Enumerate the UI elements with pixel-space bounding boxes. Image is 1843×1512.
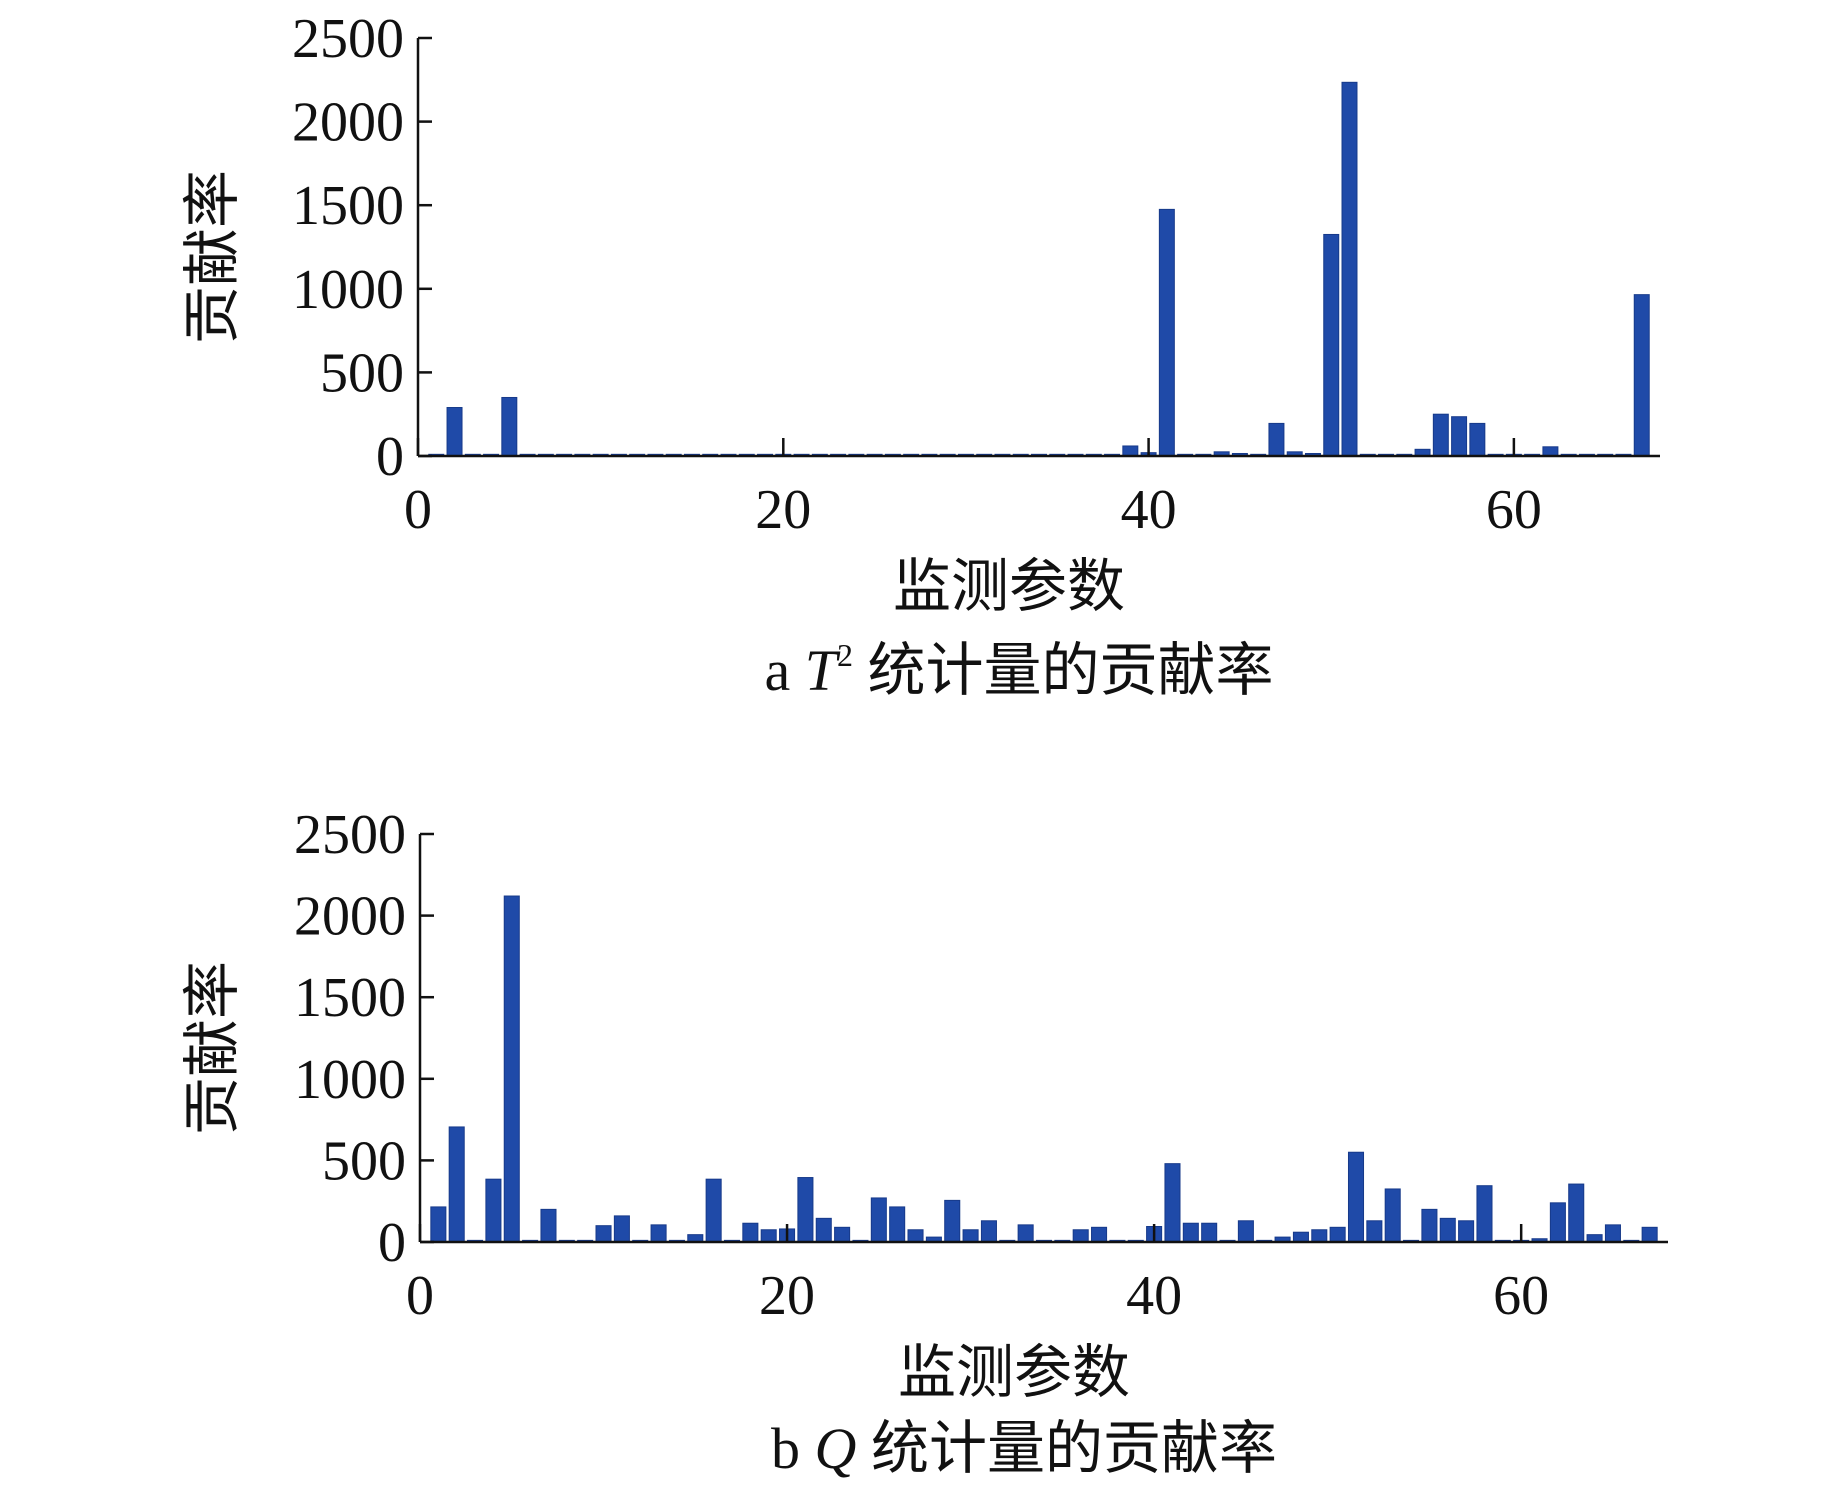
bar-b-30 bbox=[962, 1229, 979, 1243]
caption-b: b Q 统计量的贡献率 bbox=[771, 1416, 1277, 1481]
chart-panel-a: 0 500 1000 1500 2000 2500 0 20 40 60 监测参数 贡献率 a T2 统… bbox=[178, 8, 1660, 703]
bar-b-49 bbox=[1311, 1229, 1328, 1243]
x-axis-title: 监测参数 bbox=[898, 1338, 1130, 1406]
bar-b-19 bbox=[760, 1229, 777, 1243]
y-tick-label: 1000 bbox=[292, 259, 404, 321]
bar-b-50 bbox=[1329, 1226, 1346, 1243]
x-tick-label: 40 bbox=[1121, 479, 1177, 541]
y-tick-label: 0 bbox=[376, 426, 404, 488]
x-tick-label: 60 bbox=[1486, 479, 1542, 541]
bar-b-22 bbox=[815, 1217, 832, 1243]
bar-b-31 bbox=[980, 1220, 997, 1243]
y-axis-title: 贡献率 bbox=[178, 170, 246, 344]
caption-text: 统计量的贡献率 bbox=[853, 638, 1274, 703]
y-tick-label: 2000 bbox=[294, 886, 406, 948]
chart-panel-b: 0 500 1000 1500 2000 2500 0 20 40 60 监测参数 贡献率 b Q 统计… bbox=[178, 804, 1668, 1481]
bar-a-57 bbox=[1451, 416, 1468, 457]
y-tick-label: 500 bbox=[322, 1130, 406, 1192]
caption-variable: Q bbox=[815, 1416, 857, 1481]
bar-b-43 bbox=[1201, 1222, 1218, 1243]
bar-b-1 bbox=[430, 1206, 447, 1243]
x-tick-label: 20 bbox=[755, 479, 811, 541]
x-axis-title: 监测参数 bbox=[893, 552, 1125, 620]
bar-b-51 bbox=[1347, 1151, 1365, 1243]
bar-b-16 bbox=[705, 1178, 722, 1243]
bar-b-53 bbox=[1384, 1188, 1401, 1243]
bar-b-42 bbox=[1182, 1222, 1199, 1243]
bar-a-39 bbox=[1122, 445, 1139, 457]
bar-b-2 bbox=[448, 1126, 465, 1243]
bar-a-41 bbox=[1158, 208, 1175, 457]
bar-b-21 bbox=[797, 1177, 814, 1243]
y-tick-label: 2500 bbox=[292, 8, 404, 70]
x-tick-label: 20 bbox=[759, 1265, 815, 1327]
bar-a-2 bbox=[446, 407, 463, 457]
bar-b-67 bbox=[1641, 1226, 1658, 1243]
bar-b-33 bbox=[1017, 1224, 1034, 1243]
x-tick-label: 0 bbox=[406, 1265, 434, 1327]
bar-b-36 bbox=[1072, 1229, 1089, 1243]
bar-b-26 bbox=[889, 1206, 906, 1243]
bar-b-45 bbox=[1237, 1220, 1254, 1243]
bar-b-11 bbox=[613, 1215, 630, 1243]
bar-b-52 bbox=[1366, 1220, 1383, 1243]
bar-b-18 bbox=[742, 1222, 759, 1243]
bar-a-67 bbox=[1633, 294, 1650, 457]
bar-b-23 bbox=[834, 1226, 851, 1243]
caption-prefix: a bbox=[764, 638, 804, 703]
bar-b-29 bbox=[944, 1199, 961, 1243]
bar-b-25 bbox=[870, 1197, 887, 1243]
bar-b-5 bbox=[503, 895, 520, 1243]
x-tick-label: 40 bbox=[1126, 1265, 1182, 1327]
bar-b-37 bbox=[1091, 1226, 1108, 1243]
bar-b-57 bbox=[1458, 1220, 1475, 1243]
caption-a: a T2 统计量的贡献率 bbox=[764, 637, 1273, 703]
bar-a-62 bbox=[1542, 446, 1559, 457]
bar-a-51 bbox=[1341, 81, 1358, 457]
y-axis-title: 贡献率 bbox=[178, 961, 246, 1135]
y-tick-label: 1500 bbox=[292, 175, 404, 237]
y-tick-label: 500 bbox=[320, 342, 404, 404]
y-tick-label: 0 bbox=[378, 1212, 406, 1274]
caption-superscript: 2 bbox=[837, 637, 853, 673]
bar-b-41 bbox=[1164, 1163, 1181, 1243]
bar-b-48 bbox=[1292, 1231, 1309, 1243]
bar-b-27 bbox=[907, 1229, 924, 1243]
bar-b-63 bbox=[1568, 1183, 1585, 1243]
bar-b-55 bbox=[1421, 1208, 1438, 1243]
bar-b-7 bbox=[540, 1208, 557, 1243]
caption-text: 统计量的贡献率 bbox=[856, 1416, 1277, 1481]
bar-b-62 bbox=[1549, 1202, 1566, 1243]
y-tick-label: 2500 bbox=[294, 804, 406, 866]
bar-b-4 bbox=[485, 1178, 502, 1243]
caption-variable: T bbox=[805, 638, 841, 703]
bar-b-58 bbox=[1476, 1185, 1493, 1243]
bar-a-47 bbox=[1268, 422, 1285, 457]
y-tick-label: 1500 bbox=[294, 967, 406, 1029]
x-tick-label: 60 bbox=[1493, 1265, 1549, 1327]
bar-a-50 bbox=[1323, 233, 1340, 457]
bar-b-10 bbox=[595, 1225, 612, 1243]
y-tick-label: 2000 bbox=[292, 92, 404, 154]
bar-b-56 bbox=[1439, 1217, 1456, 1243]
y-tick-label: 1000 bbox=[294, 1049, 406, 1111]
bar-a-56 bbox=[1432, 413, 1449, 457]
bar-b-65 bbox=[1604, 1224, 1621, 1243]
bar-a-58 bbox=[1469, 422, 1486, 457]
caption-prefix: b bbox=[771, 1416, 815, 1481]
x-tick-label: 0 bbox=[404, 479, 432, 541]
bar-b-13 bbox=[650, 1224, 667, 1243]
bar-a-5 bbox=[501, 396, 518, 457]
